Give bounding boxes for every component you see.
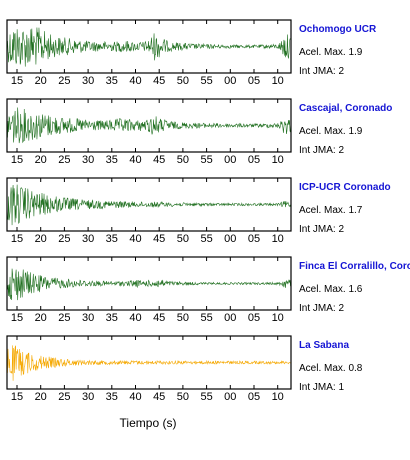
waveform-trace	[6, 268, 292, 301]
x-tick-label: 45	[153, 391, 165, 403]
waveform-trace	[6, 184, 292, 226]
x-tick-label: 10	[272, 75, 284, 87]
x-tick-label: 25	[58, 391, 70, 403]
station-panel: 15 20 25 30 35 40 45 50 55 00 05 10 Ochomogo UCR Acel…	[6, 19, 377, 87]
x-tick-label: 00	[224, 233, 236, 245]
station-name: Finca El Corralillo, Coronado	[299, 261, 410, 272]
station-panel: 15 20 25 30 35 40 45 50 55 00 05 10 Cascajal, Corona…	[6, 98, 392, 166]
x-tick-label: 10	[272, 312, 284, 324]
x-tick-label: 50	[177, 75, 189, 87]
seismogram-panels: 15 20 25 30 35 40 45 50 55 00 05 10 Ochomogo UCR Acel…	[6, 19, 410, 403]
x-tick-label: 35	[106, 154, 118, 166]
x-tick-label: 45	[153, 154, 165, 166]
jma-intensity-label: Int JMA: 2	[299, 303, 344, 314]
x-tick-label: 35	[106, 312, 118, 324]
x-tick-label: 55	[200, 75, 212, 87]
panel-frame	[6, 19, 292, 74]
x-tick-label: 30	[82, 154, 94, 166]
x-tick-label: 30	[82, 233, 94, 245]
station-panel: 15 20 25 30 35 40 45 50 55 00 05 10 La Sabana Acel. M…	[6, 335, 363, 403]
x-tick-label: 55	[200, 154, 212, 166]
x-tick-label: 05	[248, 154, 260, 166]
x-tick-label: 15	[11, 154, 23, 166]
x-tick-label: 05	[248, 75, 260, 87]
waveform-trace	[6, 27, 292, 67]
panel-frame	[6, 177, 292, 232]
panel-frame	[6, 256, 292, 311]
x-tick-label: 15	[11, 391, 23, 403]
x-tick-label: 40	[129, 312, 141, 324]
max-acceleration-label: Acel. Max. 1.9	[299, 47, 363, 58]
x-tick-label: 35	[106, 233, 118, 245]
max-acceleration-label: Acel. Max. 1.9	[299, 126, 363, 137]
x-tick-label: 50	[177, 391, 189, 403]
jma-intensity-label: Int JMA: 2	[299, 224, 344, 235]
x-tick-label: 25	[58, 75, 70, 87]
x-tick-label: 45	[153, 75, 165, 87]
x-tick-label: 05	[248, 312, 260, 324]
x-tick-label: 35	[106, 391, 118, 403]
station-name: Cascajal, Coronado	[299, 103, 392, 114]
x-tick-label: 50	[177, 312, 189, 324]
waveform-trace	[6, 345, 292, 381]
x-tick-label: 15	[11, 75, 23, 87]
x-tick-label: 00	[224, 391, 236, 403]
x-tick-label: 20	[35, 75, 47, 87]
x-tick-label: 25	[58, 154, 70, 166]
x-tick-label: 30	[82, 75, 94, 87]
x-tick-label: 20	[35, 154, 47, 166]
x-tick-label: 15	[11, 312, 23, 324]
x-tick-label: 40	[129, 75, 141, 87]
x-tick-label: 30	[82, 391, 94, 403]
jma-intensity-label: Int JMA: 2	[299, 145, 344, 156]
x-tick-label: 35	[106, 75, 118, 87]
panel-frame	[6, 335, 292, 390]
max-acceleration-label: Acel. Max. 1.6	[299, 284, 363, 295]
max-acceleration-label: Acel. Max. 1.7	[299, 205, 363, 216]
max-acceleration-label: Acel. Max. 0.8	[299, 363, 363, 374]
x-tick-label: 10	[272, 233, 284, 245]
station-panel: 15 20 25 30 35 40 45 50 55 00 05 10 ICP-UCR Coronado…	[6, 177, 391, 245]
station-name: La Sabana	[299, 340, 349, 351]
x-tick-label: 55	[200, 312, 212, 324]
x-tick-label: 00	[224, 312, 236, 324]
x-tick-label: 40	[129, 391, 141, 403]
x-tick-label: 45	[153, 233, 165, 245]
x-tick-label: 50	[177, 233, 189, 245]
x-axis-title: Tiempo (s)	[120, 416, 177, 430]
x-tick-label: 55	[200, 391, 212, 403]
jma-intensity-label: Int JMA: 1	[299, 382, 344, 393]
panel-frame	[6, 98, 292, 153]
x-tick-label: 50	[177, 154, 189, 166]
x-tick-label: 10	[272, 391, 284, 403]
station-name: Ochomogo UCR	[299, 24, 377, 35]
x-tick-label: 15	[11, 233, 23, 245]
x-tick-label: 30	[82, 312, 94, 324]
x-tick-label: 20	[35, 233, 47, 245]
x-tick-label: 40	[129, 154, 141, 166]
station-panel: 15 20 25 30 35 40 45 50 55 00 05 10 Finca El Corrali…	[6, 256, 410, 324]
x-tick-label: 45	[153, 312, 165, 324]
x-tick-label: 20	[35, 391, 47, 403]
x-tick-label: 00	[224, 75, 236, 87]
jma-intensity-label: Int JMA: 2	[299, 66, 344, 77]
x-tick-label: 00	[224, 154, 236, 166]
x-tick-label: 25	[58, 233, 70, 245]
x-tick-label: 55	[200, 233, 212, 245]
x-tick-label: 10	[272, 154, 284, 166]
x-tick-label: 25	[58, 312, 70, 324]
waveform-trace	[6, 107, 292, 144]
x-tick-label: 40	[129, 233, 141, 245]
station-name: ICP-UCR Coronado	[299, 182, 391, 193]
x-tick-label: 05	[248, 233, 260, 245]
x-tick-label: 20	[35, 312, 47, 324]
x-tick-label: 05	[248, 391, 260, 403]
